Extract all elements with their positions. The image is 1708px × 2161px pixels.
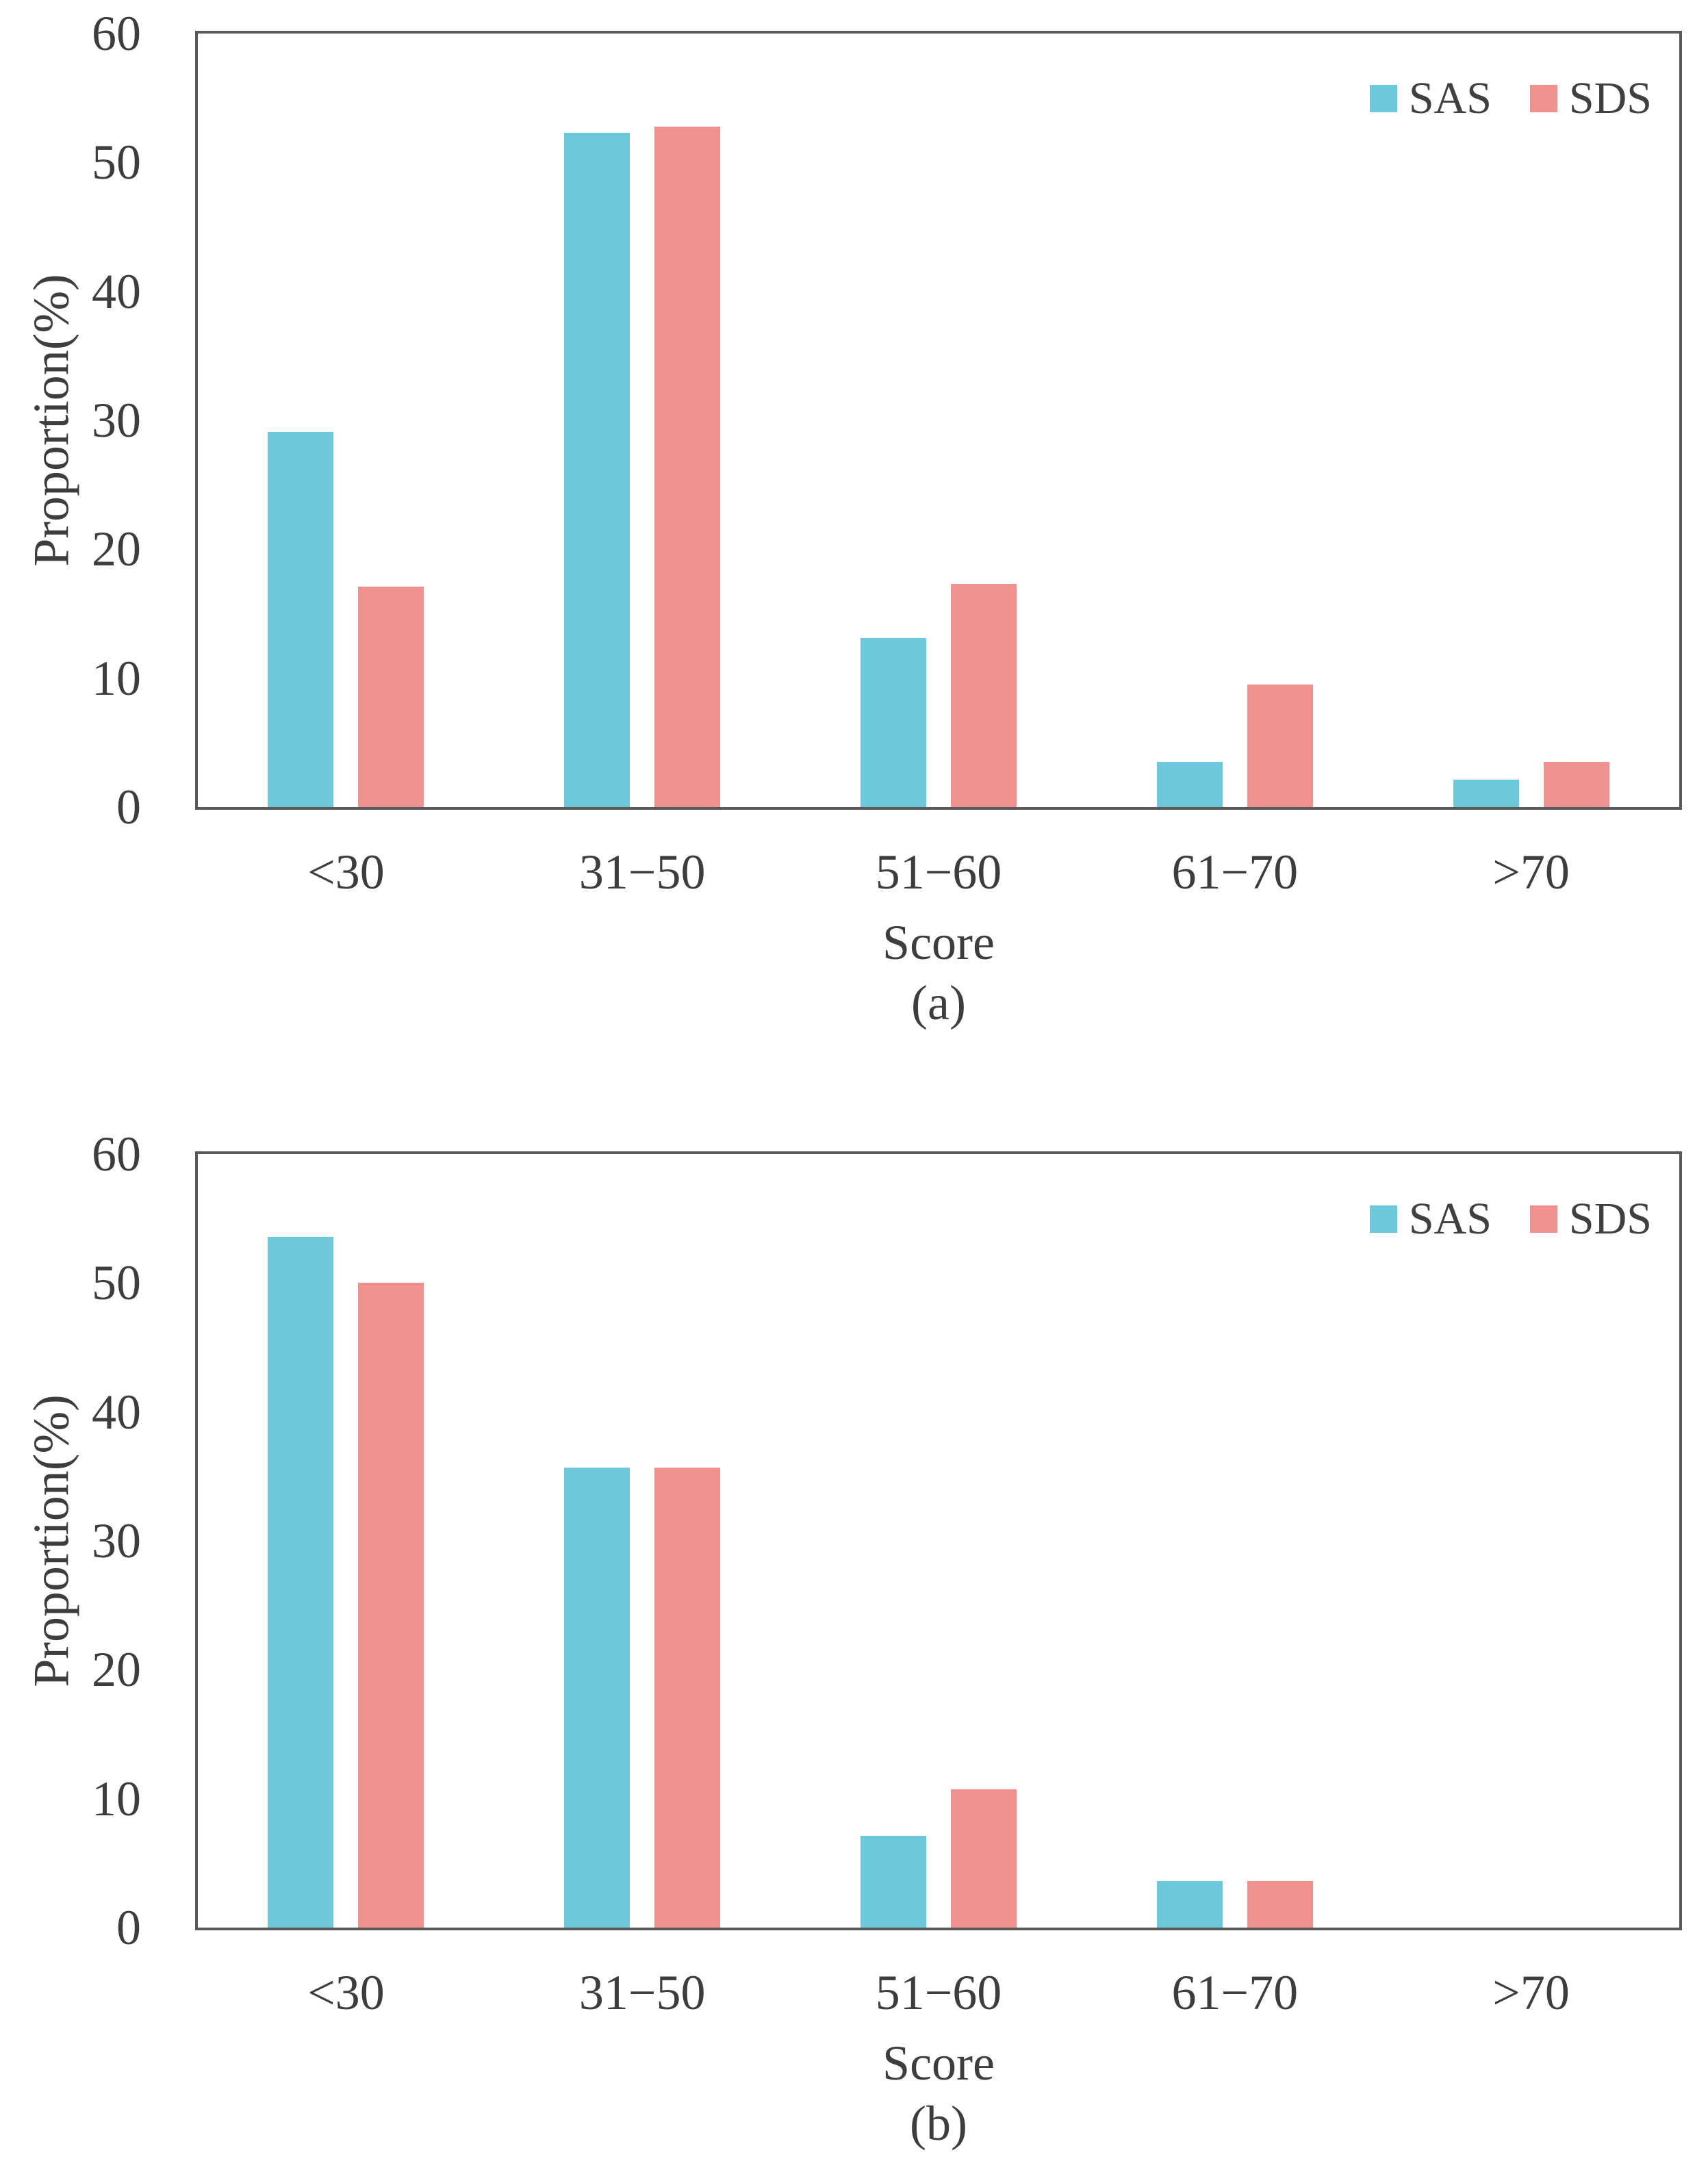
x-tick-label: 31−50: [578, 845, 706, 899]
y-tick-label: 0: [116, 1900, 141, 1955]
panel-a: Proportion(%) SAS SDS Score (a) 0 10 20 30 4…: [0, 0, 1708, 1040]
panel-caption: (a): [911, 975, 966, 1030]
x-tick-label: >70: [1492, 1965, 1570, 2020]
x-axis-title: Score: [882, 915, 995, 970]
bar-sds-<30: [358, 1283, 424, 1928]
legend: SAS SDS: [1369, 1194, 1652, 1244]
bar-sas-51−60: [861, 1836, 926, 1928]
legend-label-sds: SDS: [1568, 1194, 1652, 1244]
sas-swatch-icon: [1369, 1205, 1397, 1233]
y-tick-label: 60: [92, 6, 141, 61]
legend-item-sds: SDS: [1529, 1194, 1652, 1244]
bar-sas-61−70: [1156, 1881, 1223, 1928]
sas-swatch-icon: [1369, 85, 1397, 112]
y-tick-label: 50: [92, 135, 141, 190]
plot-area-a: SAS SDS: [195, 31, 1682, 810]
y-tick-label: 40: [92, 1384, 141, 1440]
bar-sds-31−50: [654, 1467, 721, 1928]
legend-label-sas: SAS: [1408, 1194, 1492, 1244]
y-tick-label: 0: [116, 780, 141, 834]
y-tick-label: 10: [92, 1771, 141, 1826]
bar-sas-51−60: [861, 638, 926, 807]
bar-sds-31−50: [654, 126, 721, 807]
legend-label-sas: SAS: [1408, 73, 1492, 123]
bar-sds-51−60: [951, 1789, 1017, 1928]
y-tick-label: 20: [92, 522, 141, 577]
x-tick-label: 51−60: [875, 845, 1002, 899]
legend-item-sas: SAS: [1369, 73, 1492, 123]
bar-sds-51−60: [951, 584, 1017, 807]
legend: SAS SDS: [1369, 73, 1652, 123]
legend-item-sds: SDS: [1529, 73, 1652, 123]
panel-b: Proportion(%) SAS SDS Score (b) 0 10 20 30 4…: [0, 1121, 1708, 2161]
legend-label-sds: SDS: [1568, 73, 1652, 123]
x-tick-label: >70: [1492, 845, 1570, 899]
x-tick-label: <30: [307, 845, 385, 899]
bar-sds-61−70: [1247, 1881, 1313, 1928]
y-tick-label: 30: [92, 1513, 141, 1568]
bar-sas-61−70: [1156, 762, 1223, 807]
x-tick-label: 51−60: [875, 1965, 1002, 2020]
y-tick-label: 60: [92, 1127, 141, 1181]
x-tick-label: <30: [307, 1965, 385, 2020]
y-tick-label: 40: [92, 264, 141, 319]
x-axis-title: Score: [882, 2036, 995, 2090]
bar-sas->70: [1453, 780, 1519, 807]
y-tick-label: 50: [92, 1255, 141, 1311]
x-tick-label: 61−70: [1171, 1965, 1299, 2020]
y-tick-label: 30: [92, 393, 141, 448]
plot-area-b: SAS SDS: [195, 1151, 1682, 1930]
bar-sas-<30: [268, 1236, 334, 1928]
bar-sas-<30: [268, 431, 334, 807]
x-tick-label: 31−50: [578, 1965, 706, 2020]
bar-sds->70: [1543, 762, 1609, 807]
sds-swatch-icon: [1529, 85, 1557, 112]
y-tick-label: 10: [92, 650, 141, 706]
y-tick-label: 20: [92, 1642, 141, 1698]
sds-swatch-icon: [1529, 1205, 1557, 1233]
panel-caption: (b): [910, 2096, 967, 2151]
bar-sas-31−50: [564, 1467, 630, 1928]
x-tick-label: 61−70: [1171, 845, 1299, 899]
bar-sas-31−50: [564, 133, 630, 807]
bar-sds-61−70: [1247, 685, 1313, 807]
bar-sds-<30: [358, 586, 424, 807]
legend-item-sas: SAS: [1369, 1194, 1492, 1244]
